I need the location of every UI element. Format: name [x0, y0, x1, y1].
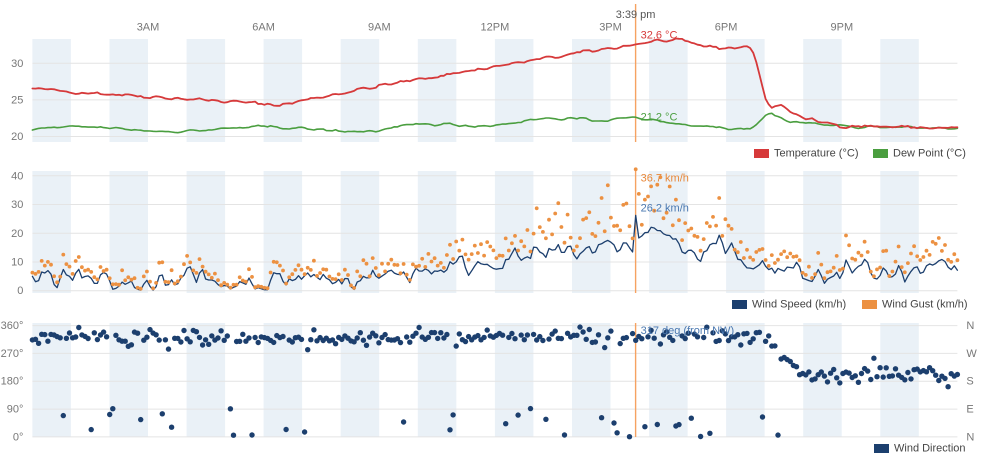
svg-text:3PM: 3PM	[599, 22, 622, 34]
svg-text:21.2 °C: 21.2 °C	[641, 112, 678, 124]
svg-text:20: 20	[11, 131, 23, 143]
svg-text:6PM: 6PM	[715, 22, 738, 34]
svg-text:Wind Direction: Wind Direction	[894, 443, 966, 455]
svg-text:25: 25	[11, 94, 23, 106]
svg-text:0: 0	[17, 285, 23, 297]
svg-text:N: N	[966, 320, 974, 332]
svg-text:Wind Speed (km/h): Wind Speed (km/h)	[752, 299, 846, 311]
svg-text:32.6 °C: 32.6 °C	[641, 29, 678, 41]
svg-text:180°: 180°	[1, 376, 24, 388]
svg-text:20: 20	[11, 228, 23, 240]
svg-text:0°: 0°	[13, 431, 24, 443]
svg-text:Wind Gust (km/h): Wind Gust (km/h)	[882, 299, 968, 311]
svg-text:9AM: 9AM	[368, 22, 391, 34]
svg-text:E: E	[966, 404, 973, 416]
svg-text:30: 30	[11, 199, 23, 211]
svg-text:12PM: 12PM	[481, 22, 510, 34]
svg-text:S: S	[966, 376, 973, 388]
svg-text:40: 40	[11, 170, 23, 182]
svg-text:90°: 90°	[7, 404, 24, 416]
svg-text:3AM: 3AM	[137, 22, 160, 34]
svg-text:9PM: 9PM	[830, 22, 853, 34]
svg-text:6AM: 6AM	[252, 22, 275, 34]
svg-text:360°: 360°	[1, 320, 24, 332]
svg-text:36.7 km/h: 36.7 km/h	[641, 172, 689, 184]
svg-text:W: W	[966, 348, 977, 360]
svg-text:N: N	[966, 431, 974, 443]
svg-text:30: 30	[11, 58, 23, 70]
svg-text:317 deg (from NW): 317 deg (from NW)	[641, 325, 735, 337]
svg-text:3:39 pm: 3:39 pm	[616, 9, 656, 21]
svg-text:270°: 270°	[1, 348, 24, 360]
svg-text:Dew Point (°C): Dew Point (°C)	[893, 148, 966, 160]
svg-text:10: 10	[11, 257, 23, 269]
svg-text:26.2 km/h: 26.2 km/h	[641, 202, 689, 214]
svg-text:Temperature (°C): Temperature (°C)	[774, 148, 858, 160]
